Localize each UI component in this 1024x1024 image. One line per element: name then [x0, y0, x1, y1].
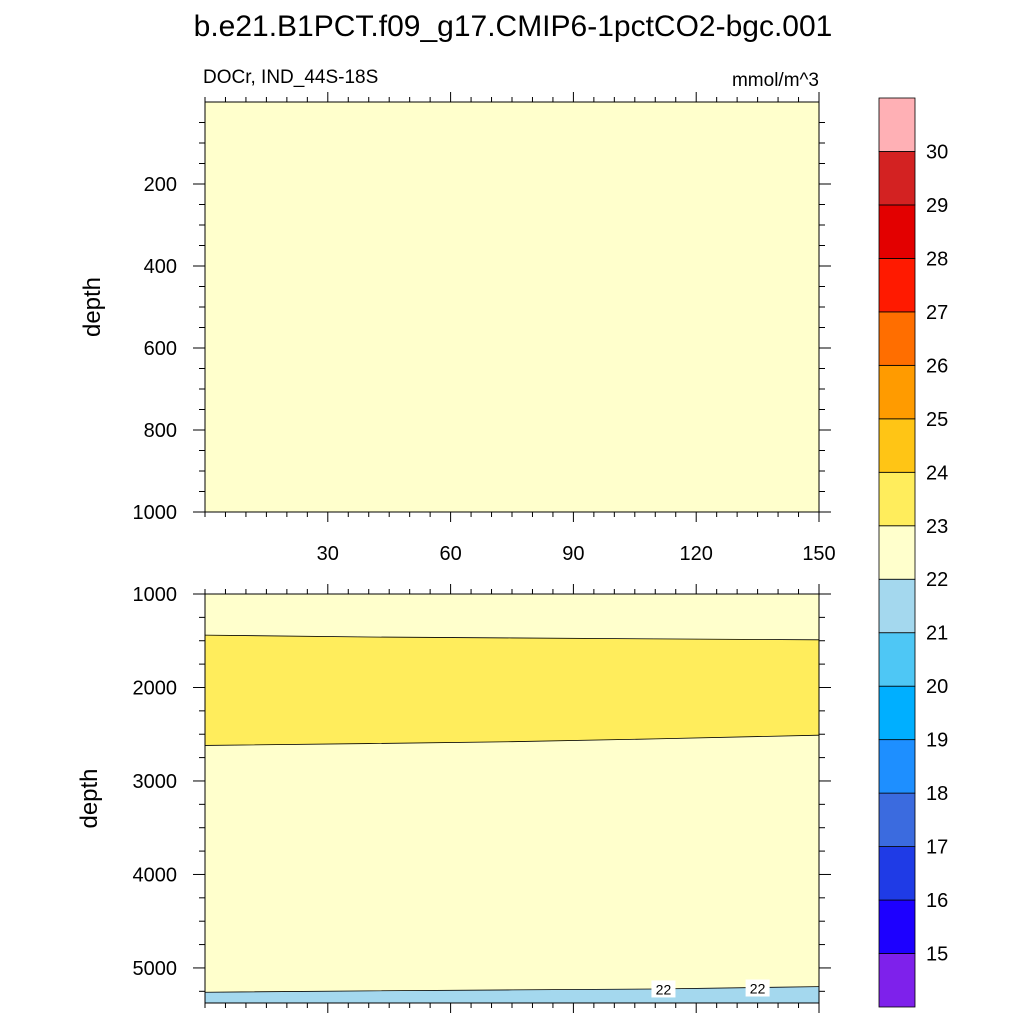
colorbar-swatch: [878, 792, 916, 847]
colorbar-label: 22: [926, 569, 948, 591]
x-tick-label: 30: [317, 543, 339, 565]
colorbar: 15 16 17 18 19 20 21 22 23 24 25 26 27 28 29 30: [878, 97, 948, 1008]
y-tick-label: 4000: [133, 864, 178, 886]
y-tick-label: 200: [144, 174, 177, 196]
chart-title: b.e21.B1PCT.f09_g17.CMIP6-1pctCO2-bgc.00…: [194, 10, 833, 43]
contour-panel-top: 30 60 90 120 150 200 400 600 800 1000 depth: [79, 92, 836, 565]
y-tick-label: 2000: [133, 677, 178, 699]
colorbar-swatch: [878, 97, 916, 152]
colorbar-swatch: [878, 953, 916, 1008]
colorbar-swatch: [878, 471, 916, 527]
colorbar-swatch: [878, 258, 916, 313]
contour-line: [205, 986, 819, 993]
y-tick-label: 600: [144, 338, 177, 360]
colorbar-label: 29: [926, 195, 948, 217]
y-tick-label: 1000: [133, 502, 178, 524]
contour-panel-bottom: 22 22 1000 2000 3000 4000 5000 depth: [76, 584, 831, 1013]
contour-label: 22: [750, 981, 766, 997]
colorbar-label: 16: [926, 890, 948, 912]
contour-region-23-24: [205, 635, 819, 746]
colorbar-label: 17: [926, 837, 948, 859]
x-tick-label: 60: [439, 543, 461, 565]
x-tick-label: 120: [680, 543, 713, 565]
y-tick-label: 400: [144, 256, 177, 278]
colorbar-swatch: [878, 204, 916, 259]
x-tick-label: 90: [562, 543, 584, 565]
colorbar-swatch: [878, 151, 916, 206]
colorbar-swatch: [878, 846, 916, 901]
contour-line: [205, 734, 819, 746]
colorbar-label: 15: [926, 944, 948, 966]
colorbar-label: 23: [926, 516, 948, 538]
y-tick-label: 3000: [133, 771, 178, 793]
colorbar-swatch: [878, 685, 916, 741]
colorbar-label: 27: [926, 302, 948, 324]
y-tick-label: 800: [144, 420, 177, 442]
colorbar-label: 24: [926, 462, 948, 484]
units-label: mmol/m^3: [732, 70, 819, 91]
y-axis-label: depth: [79, 277, 106, 337]
y-axis-label: depth: [76, 768, 103, 828]
colorbar-swatch: [878, 311, 916, 366]
colorbar-label: 26: [926, 355, 948, 377]
contour-label-background: [745, 979, 770, 997]
colorbar-label: 21: [926, 623, 948, 645]
contour-label: 22: [656, 981, 672, 997]
colorbar-swatch: [878, 739, 916, 794]
y-tick-label: 1000: [133, 584, 178, 606]
colorbar-swatch: [878, 364, 916, 420]
x-tick-label: 150: [802, 543, 835, 565]
colorbar-label: 19: [926, 730, 948, 752]
colorbar-label: 30: [926, 141, 948, 163]
colorbar-swatch: [878, 525, 916, 580]
contour-region-22-23: [205, 102, 819, 512]
contour-label-background: [651, 980, 676, 998]
contour-line: [205, 634, 819, 641]
colorbar-swatch: [878, 899, 916, 954]
colorbar-swatch: [878, 578, 916, 634]
variable-region-label: DOCr, IND_44S-18S: [203, 67, 378, 88]
colorbar-label: 28: [926, 248, 948, 270]
colorbar-label: 20: [926, 676, 948, 698]
colorbar-label: 25: [926, 409, 948, 431]
colorbar-label: 18: [926, 783, 948, 805]
y-tick-label: 5000: [133, 958, 178, 980]
colorbar-swatch: [878, 418, 916, 473]
colorbar-swatch: [878, 632, 916, 687]
